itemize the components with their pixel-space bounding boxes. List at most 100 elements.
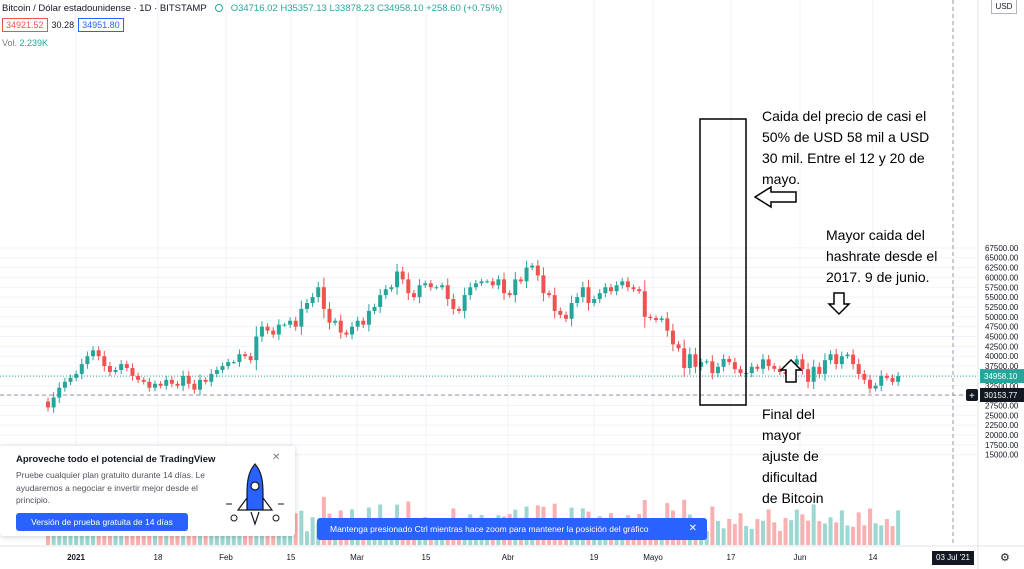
candle (473, 283, 478, 288)
candle (530, 265, 535, 268)
candle (732, 362, 737, 370)
price-tick-label: 57500.00 (985, 283, 1019, 292)
candle (169, 379, 174, 384)
volume-bar (794, 509, 799, 545)
candle (288, 320, 293, 325)
anno-line: 30 mil. Entre el 12 y 20 de (762, 150, 925, 166)
candle (755, 366, 760, 369)
volume-bar (141, 527, 146, 545)
volume-bar (715, 520, 720, 545)
date-tick-label: 18 (154, 553, 163, 562)
date-tick-label: Abr (502, 553, 515, 562)
price-tick-label: 60000.00 (985, 273, 1019, 282)
price-tick-label: 65000.00 (985, 254, 1019, 263)
volume-bar (738, 513, 743, 545)
candle (62, 381, 67, 388)
candle (254, 336, 259, 361)
candle (299, 308, 304, 327)
candle (406, 279, 411, 294)
close-icon[interactable]: ✕ (688, 523, 697, 534)
candle (637, 289, 642, 292)
buy-button[interactable]: 34951.80 (78, 18, 124, 32)
candle (271, 330, 276, 335)
anno-line: Mayor caida del (826, 227, 925, 243)
sell-button[interactable]: 34921.52 (2, 18, 48, 32)
candle (192, 383, 197, 390)
anno-line: de Bitcoin (762, 490, 824, 506)
volume-bar (744, 526, 749, 545)
candle (873, 385, 878, 389)
plus-icon (966, 388, 978, 401)
zoom-hint-toast: Mantenga presionado Ctrl mientras hace z… (317, 518, 707, 540)
candle (434, 287, 439, 289)
volume-bar (310, 517, 315, 545)
candle (327, 308, 332, 323)
currency-label[interactable]: USD (991, 0, 1017, 14)
candle (603, 287, 608, 294)
candle (715, 366, 720, 374)
volume-bar (288, 529, 293, 545)
date-tick-label: 14 (869, 553, 878, 562)
price-tick-label: 62500.00 (985, 264, 1019, 273)
volume-bar (896, 510, 901, 545)
volume-bar (231, 535, 236, 545)
date-tick-label: 15 (287, 553, 296, 562)
volume-bar (158, 531, 163, 545)
candle (890, 377, 895, 382)
candle (96, 350, 101, 357)
volume-bar (304, 531, 309, 545)
volume-bar (761, 520, 766, 545)
volume-bar (862, 525, 867, 545)
volume-bar (727, 518, 732, 545)
candle (502, 279, 507, 294)
volume-bar (434, 537, 439, 545)
candle (119, 364, 124, 370)
free-trial-button[interactable]: Versión de prueba gratuita de 14 días (16, 513, 188, 531)
candle (259, 326, 264, 337)
anno-line: ajuste de (762, 448, 819, 464)
crosshair-date: 03 Jul '21 (932, 551, 974, 565)
volume-bar (777, 530, 782, 545)
candle (490, 281, 495, 286)
price-tick-label: 27500.00 (985, 401, 1019, 410)
volume-bar (806, 520, 811, 545)
date-tick-label: 15 (422, 553, 431, 562)
volume-bar (851, 526, 856, 545)
candle (181, 375, 186, 386)
anno-line: dificultad (762, 469, 818, 485)
volume-bar (293, 513, 298, 545)
candle (175, 383, 180, 386)
symbol-title[interactable]: Bitcoin / Dólar estadounidense · 1D · BI… (2, 2, 207, 14)
promo-title: Aproveche todo el potencial de TradingVi… (16, 454, 216, 465)
volume-bar (710, 506, 715, 545)
volume-bar (783, 518, 788, 545)
candle (507, 293, 512, 296)
candle (141, 379, 146, 382)
gear-icon[interactable]: ⚙ (1000, 552, 1010, 564)
anno-line: Final del (762, 406, 815, 422)
price-tick-label: 25000.00 (985, 411, 1019, 420)
price-tick-label: 42500.00 (985, 342, 1019, 351)
candle (57, 387, 62, 398)
trade-bar: 34921.52 30.28 34951.80 (2, 18, 124, 32)
candle (152, 383, 157, 388)
candle (372, 306, 377, 311)
candle (186, 375, 191, 384)
candle (203, 379, 208, 382)
candle (445, 285, 450, 300)
candle (625, 281, 630, 288)
close-icon[interactable]: ✕ (272, 452, 281, 463)
candle (828, 354, 833, 361)
candle (344, 332, 349, 335)
candle (614, 285, 619, 292)
anno-line: mayor (762, 427, 801, 443)
candle (462, 295, 467, 311)
candle (124, 364, 129, 369)
volume-bar (879, 525, 884, 545)
candle (400, 271, 405, 280)
candle (102, 356, 107, 367)
candle (676, 344, 681, 349)
candle (631, 287, 636, 290)
candle (687, 354, 692, 369)
candle (569, 303, 574, 319)
